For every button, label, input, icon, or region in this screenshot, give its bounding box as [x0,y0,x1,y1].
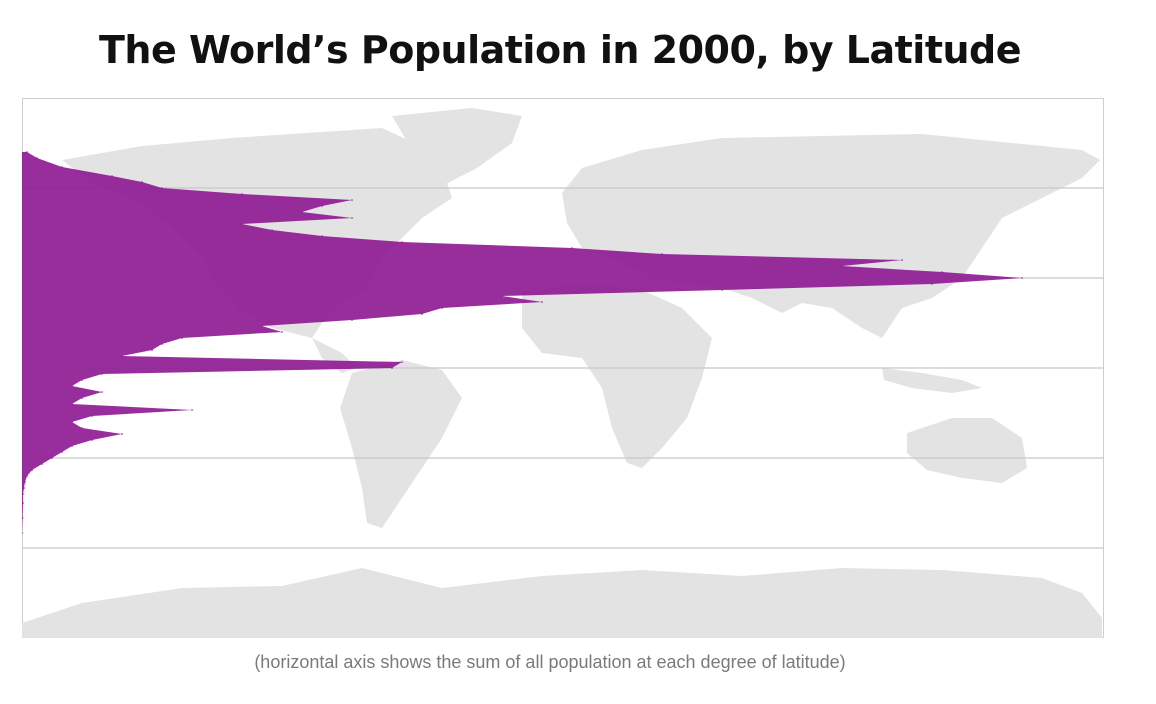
data-point [111,175,113,177]
data-point [151,349,153,351]
data-point [31,469,33,471]
data-point [191,409,193,411]
chart-title: The World’s Population in 2000, by Latit… [98,28,1022,72]
data-point [941,271,943,273]
data-point [241,223,243,225]
data-point [91,415,93,417]
data-point [121,433,123,435]
population-series [22,151,1023,534]
data-point [23,487,25,489]
data-point [281,331,283,333]
data-point [241,193,243,195]
data-point [71,385,73,387]
data-point [721,289,723,291]
data-point [91,439,93,441]
data-point [101,373,103,375]
data-point [161,187,163,189]
data-point [71,421,73,423]
data-point [501,295,503,297]
chart-caption: (horizontal axis shows the sum of all po… [254,652,846,672]
data-point [61,166,63,168]
data-point [161,343,163,345]
data-point [22,517,24,519]
data-point [51,457,53,459]
data-point [26,475,28,477]
data-point [321,235,323,237]
data-point [301,211,303,213]
data-point [24,481,26,483]
data-point [901,259,903,261]
data-point [141,181,143,183]
data-point [81,427,83,429]
data-point [441,307,443,309]
population-area [22,152,1022,533]
data-point [661,253,663,255]
data-point [931,283,933,285]
population-latitude-chart [22,108,1104,638]
data-point [81,379,83,381]
data-point [571,247,573,249]
data-point [22,493,24,495]
data-point [841,265,843,267]
data-point [401,241,403,243]
data-point [121,355,123,357]
data-point [71,403,73,405]
data-point [22,502,24,504]
data-point [22,532,23,534]
data-point [61,451,63,453]
data-point [1021,277,1023,279]
data-point [71,445,73,447]
data-point [271,229,273,231]
data-point [261,325,263,327]
data-point [351,319,353,321]
data-point [401,361,403,363]
data-point [541,301,543,303]
data-point [391,367,393,369]
data-point [101,391,103,393]
data-point [351,199,353,201]
data-point [421,313,423,315]
data-point [36,157,38,159]
data-point [351,217,353,219]
data-point [181,337,183,339]
data-point [41,463,43,465]
data-point [26,151,28,153]
data-point [81,397,83,399]
data-point [321,205,323,207]
